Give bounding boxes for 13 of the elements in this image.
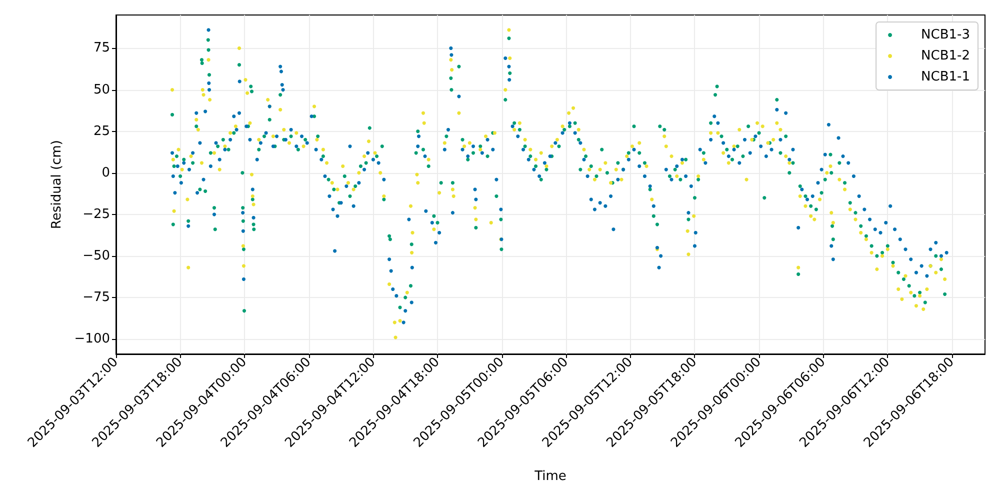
y-tick-label: 75 bbox=[93, 40, 110, 56]
y-tick-label: 0 bbox=[102, 165, 110, 180]
y-axis-title: Residual (cm) bbox=[49, 140, 64, 229]
legend-label: NCB1-1 bbox=[921, 70, 970, 84]
y-tick-label: 50 bbox=[93, 82, 110, 98]
y-tick-label: −75 bbox=[82, 290, 110, 305]
legend-label: NCB1-2 bbox=[921, 48, 970, 64]
y-tick-label: −100 bbox=[74, 332, 110, 347]
legend-label: NCB1-3 bbox=[921, 28, 970, 42]
y-tick-label: −25 bbox=[82, 206, 110, 222]
y-tick-label: −50 bbox=[82, 248, 110, 264]
x-axis-title: Time bbox=[534, 469, 566, 484]
y-tick-label: 25 bbox=[93, 124, 110, 139]
